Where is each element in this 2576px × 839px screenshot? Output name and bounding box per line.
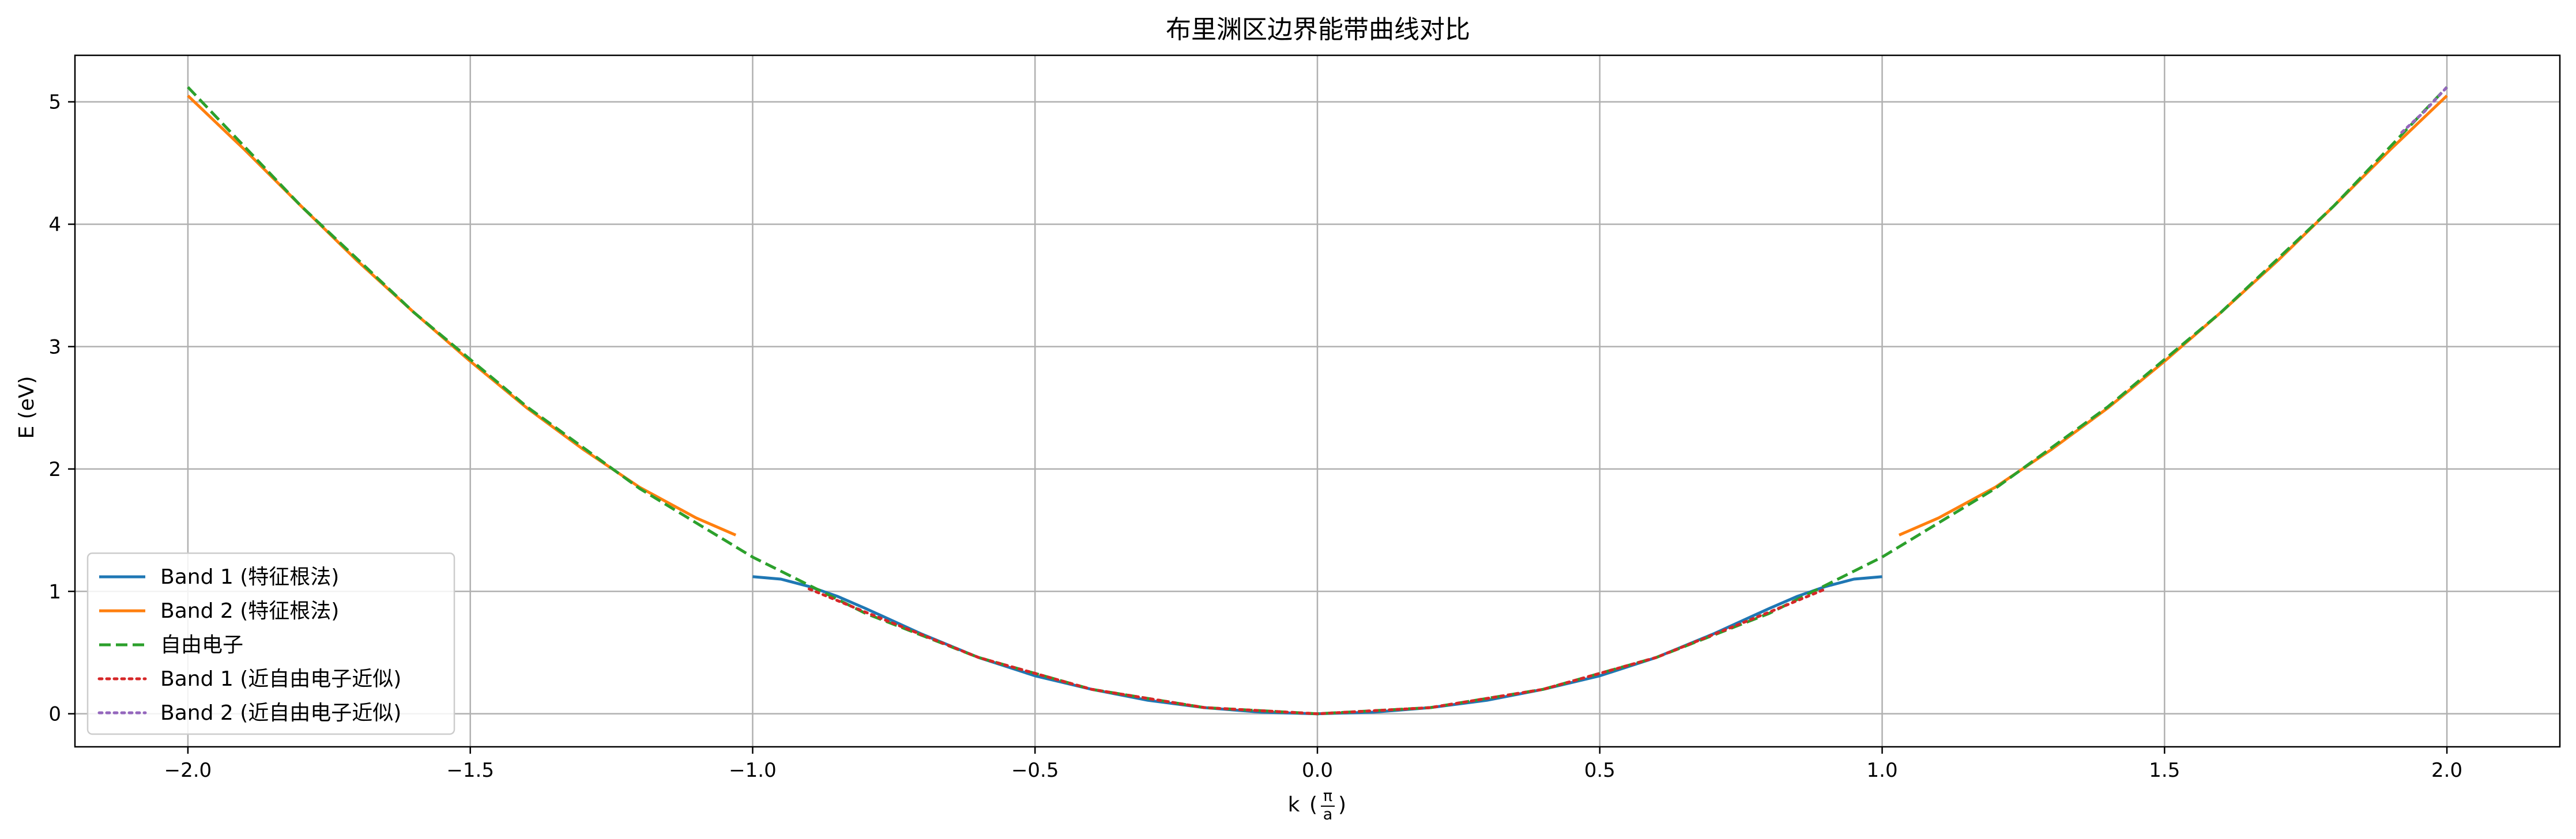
y-tick-label: 2: [48, 458, 61, 481]
x-tick-label: −2.0: [164, 759, 212, 782]
legend-label: Band 2 (特征根法): [160, 599, 339, 623]
x-axis-label: k ( π a ): [1288, 787, 1346, 823]
plot-series: [187, 85, 2449, 716]
x-axis-label-close-paren: ): [1338, 793, 1346, 817]
y-axis-label: E (eV): [15, 376, 39, 439]
x-axis-ticks: −2.0 −1.5 −1.0 −0.5 0.0 0.5 1.0 1.5 2.0: [164, 747, 2462, 782]
x-tick-label: −0.5: [1011, 759, 1059, 782]
legend-label: Band 2 (近自由电子近似): [160, 701, 401, 725]
x-tick-label: −1.0: [729, 759, 777, 782]
x-tick-label: 1.0: [1867, 759, 1898, 782]
x-tick-label: −1.5: [446, 759, 494, 782]
y-tick-label: 1: [48, 580, 61, 603]
legend: Band 1 (特征根法) Band 2 (特征根法) 自由电子 Band 1 (近自…: [86, 552, 455, 735]
legend-label: Band 1 (特征根法): [160, 565, 339, 589]
y-tick-label: 4: [48, 213, 61, 236]
x-tick-label: 0.0: [1302, 759, 1333, 782]
legend-label: Band 1 (近自由电子近似): [160, 667, 401, 691]
x-axis-label-numerator: π: [1323, 787, 1332, 805]
legend-box: [86, 552, 455, 735]
x-tick-label: 1.5: [2149, 759, 2180, 782]
y-tick-label: 0: [48, 703, 61, 726]
series-line-5: [2400, 85, 2449, 134]
series-line-4: [807, 587, 1828, 716]
x-tick-label: 0.5: [1584, 759, 1615, 782]
chart-title: 布里渊区边界能带曲线对比: [1166, 15, 1470, 44]
x-axis-label-k: k: [1288, 793, 1300, 817]
x-tick-label: 2.0: [2431, 759, 2462, 782]
y-axis-ticks: 0 1 2 3 4 5: [48, 91, 75, 726]
x-axis-label-open-paren: (: [1309, 793, 1317, 817]
legend-label: 自由电子: [160, 633, 243, 657]
x-axis-label-denominator: a: [1323, 806, 1333, 823]
y-tick-label: 3: [48, 335, 61, 358]
y-tick-label: 5: [48, 91, 61, 114]
